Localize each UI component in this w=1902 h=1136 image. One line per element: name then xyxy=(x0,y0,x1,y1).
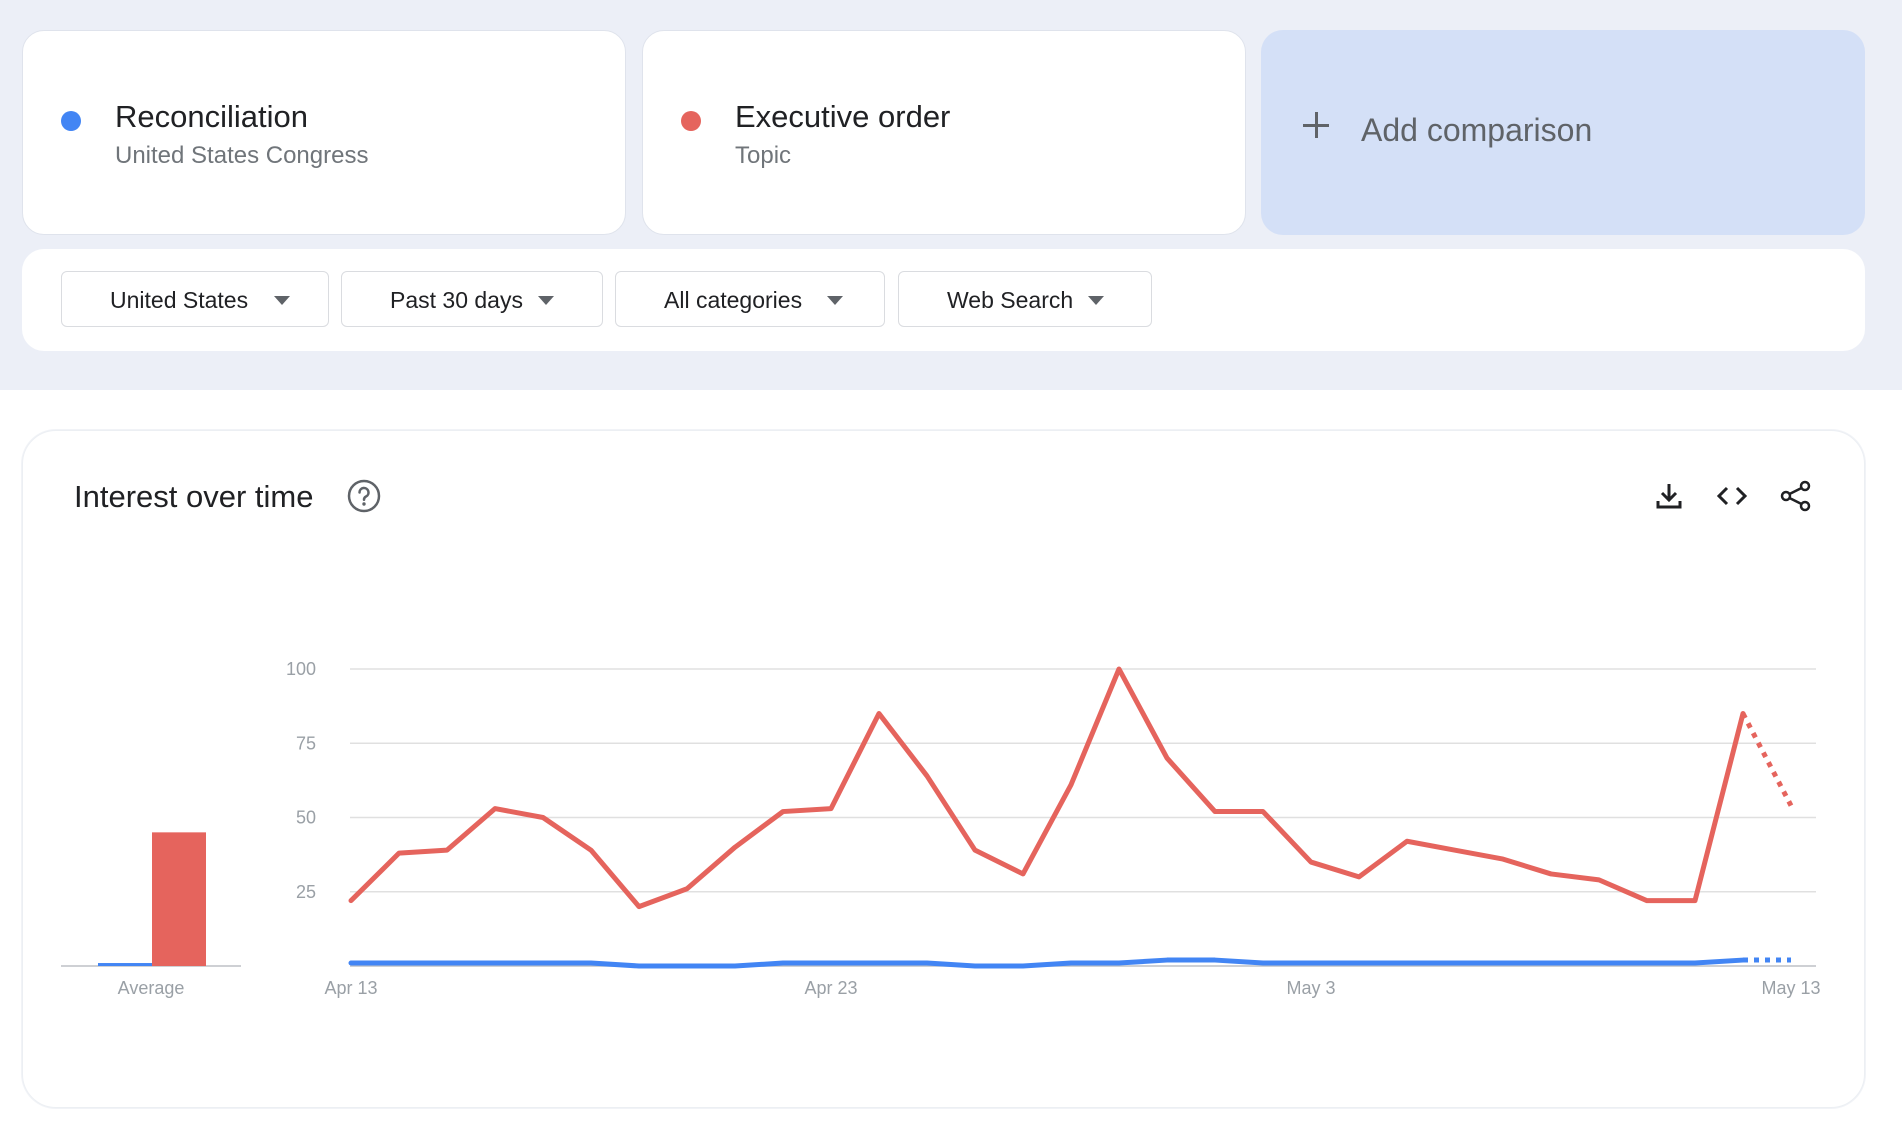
filter-bar: United States Past 30 days All categorie… xyxy=(22,249,1865,351)
plus-icon xyxy=(1303,112,1329,138)
filter-label: Past 30 days xyxy=(390,287,523,313)
term-subtitle: Topic xyxy=(735,142,792,169)
filter-search-type-dropdown[interactable]: Web Search xyxy=(898,271,1152,327)
y-tick-label: 25 xyxy=(296,882,316,902)
series-line xyxy=(348,957,1746,969)
download-icon[interactable] xyxy=(1652,479,1686,513)
filter-region-dropdown[interactable]: United States xyxy=(61,271,329,327)
term-card-reconciliation[interactable]: Reconciliation United States Congress xyxy=(22,30,626,235)
x-tick-label: May 13 xyxy=(1761,978,1820,998)
filter-label: All categories xyxy=(664,287,803,313)
term-card-executive-order[interactable]: Executive order Topic xyxy=(642,30,1246,235)
caret-down-icon xyxy=(827,296,843,305)
chart-title: Interest over time xyxy=(74,479,314,514)
average-label: Average xyxy=(118,978,185,998)
series-line xyxy=(348,666,1746,910)
add-comparison-label: Add comparison xyxy=(1361,112,1593,148)
series-partial-segment xyxy=(1740,712,1794,807)
filter-label: Web Search xyxy=(947,287,1074,313)
embed-code-icon[interactable] xyxy=(1715,479,1749,513)
filter-category-dropdown[interactable]: All categories xyxy=(615,271,885,327)
interest-chart: 25 50 75 100 Apr 13 Apr 23 May 3 May 13 Average xyxy=(61,659,1821,998)
caret-down-icon xyxy=(538,296,554,305)
interest-over-time-card: Interest over time 25 50 75 100 Apr 13 Apr 23… xyxy=(22,430,1865,1108)
y-tick-label: 50 xyxy=(296,808,316,828)
filter-time-range-dropdown[interactable]: Past 30 days xyxy=(341,271,603,327)
series-color-dot xyxy=(61,111,81,131)
y-tick-label: 100 xyxy=(286,659,316,679)
term-name: Reconciliation xyxy=(115,99,308,134)
caret-down-icon xyxy=(1088,296,1104,305)
average-bar xyxy=(152,832,206,966)
y-tick-label: 75 xyxy=(296,733,316,753)
caret-down-icon xyxy=(274,296,290,305)
average-bar xyxy=(98,963,152,966)
series-color-dot xyxy=(681,111,701,131)
x-tick-label: Apr 13 xyxy=(324,978,377,998)
filter-label: United States xyxy=(110,287,249,313)
x-tick-label: Apr 23 xyxy=(804,978,857,998)
x-tick-label: May 3 xyxy=(1286,978,1335,998)
help-icon[interactable] xyxy=(346,478,382,514)
term-name: Executive order xyxy=(735,99,951,134)
term-subtitle: United States Congress xyxy=(115,142,369,169)
add-comparison-button[interactable]: Add comparison xyxy=(1261,30,1865,235)
share-icon[interactable] xyxy=(1779,479,1813,513)
